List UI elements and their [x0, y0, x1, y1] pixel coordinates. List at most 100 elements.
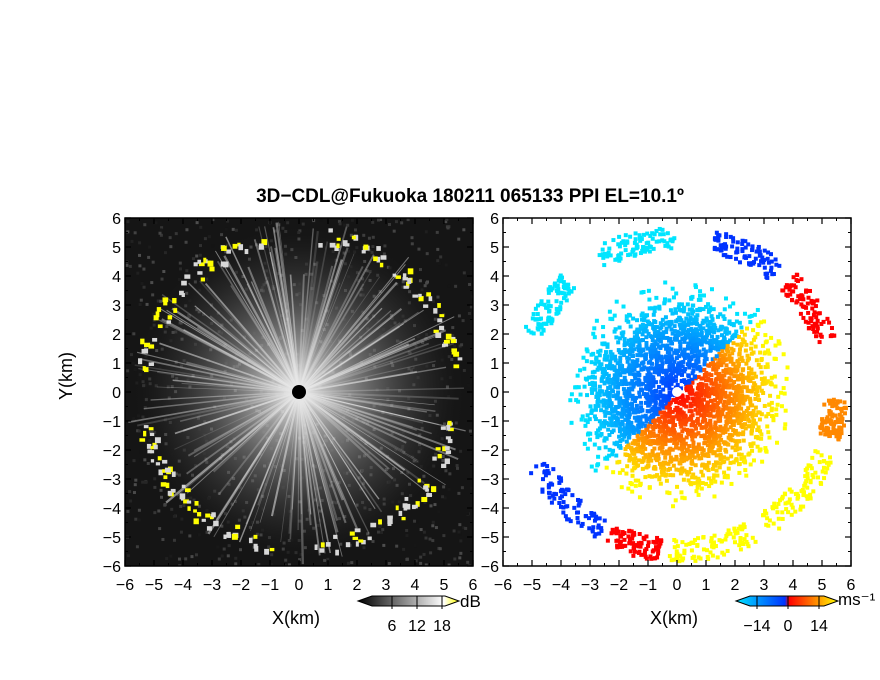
velocity-pixel	[692, 348, 697, 353]
y-tick-label: 5	[112, 240, 121, 257]
velocity-pixel	[626, 368, 631, 373]
velocity-pixel	[688, 337, 693, 342]
velocity-pixel	[587, 526, 592, 531]
noise-pixel	[165, 557, 169, 561]
velocity-pixel	[735, 418, 740, 423]
noise-pixel	[159, 228, 163, 232]
velocity-pixel	[765, 424, 770, 429]
noise-pixel	[470, 289, 473, 293]
velocity-pixel	[749, 430, 754, 435]
velocity-pixel	[628, 456, 633, 461]
velocity-pixel	[821, 459, 826, 464]
velocity-pixel	[667, 491, 672, 496]
echo-ray	[175, 373, 300, 393]
velocity-pixel	[614, 374, 619, 379]
velocity-pixel	[764, 414, 769, 419]
velocity-pixel	[534, 464, 539, 469]
velocity-pixel	[595, 391, 600, 396]
velocity-pixel	[595, 433, 600, 438]
velocity-pixel	[742, 397, 747, 402]
velocity-pixel	[815, 318, 820, 323]
velocity-pixel	[712, 434, 717, 439]
velocity-pixel	[683, 336, 688, 341]
velocity-pixel	[578, 498, 583, 503]
velocity-pixel	[660, 317, 665, 322]
velocity-pixel	[647, 430, 652, 435]
echo-ray	[298, 391, 383, 513]
velocity-pixel	[704, 333, 709, 338]
velocity-pixel	[626, 425, 631, 430]
velocity-pixel	[718, 358, 723, 363]
velocity-pixel	[772, 501, 777, 506]
velocity-pixel	[622, 381, 627, 386]
clutter-pixel	[231, 533, 238, 540]
velocity-pixel	[763, 333, 768, 338]
velocity-pixel	[669, 347, 674, 352]
velocity-pixel	[546, 290, 551, 295]
velocity-pixel	[608, 384, 613, 389]
velocity-pixel	[635, 449, 640, 454]
x-axis-label-left: X(km)	[272, 608, 320, 628]
velocity-pixel	[703, 452, 708, 457]
x-tick-label: −6	[494, 577, 512, 594]
velocity-pixel	[734, 384, 739, 389]
velocity-pixel	[682, 320, 687, 325]
velocity-pixel	[647, 409, 652, 414]
velocity-pixel	[639, 448, 644, 453]
velocity-pixel	[634, 246, 639, 251]
velocity-pixel	[839, 420, 844, 425]
velocity-pixel	[649, 474, 654, 479]
echo-ray	[298, 391, 415, 420]
velocity-pixel	[693, 475, 698, 480]
velocity-pixel	[721, 357, 726, 362]
noise-pixel	[462, 271, 466, 275]
velocity-pixel	[817, 311, 822, 316]
velocity-pixel	[749, 341, 754, 346]
clutter-pixel	[435, 332, 442, 338]
velocity-pixel	[699, 376, 704, 381]
noise-pixel	[172, 514, 176, 518]
velocity-pixel	[618, 373, 623, 378]
velocity-pixel	[736, 432, 741, 437]
velocity-pixel	[569, 420, 574, 425]
velocity-pixel	[696, 476, 701, 481]
velocity-pixel	[747, 366, 752, 371]
velocity-pixel	[624, 400, 629, 405]
velocity-pixel	[601, 255, 606, 260]
velocity-pixel	[831, 425, 836, 430]
echo-ray	[136, 391, 300, 427]
noise-pixel	[138, 264, 142, 268]
velocity-pixel	[695, 419, 700, 424]
velocity-pixel	[653, 320, 658, 325]
y-tick-label: 4	[490, 269, 499, 286]
velocity-pixel	[630, 541, 635, 546]
velocity-pixel	[835, 428, 840, 433]
velocity-pixel	[723, 357, 728, 362]
velocity-pixel	[550, 318, 555, 323]
velocity-pixel	[709, 314, 714, 319]
velocity-pixel	[597, 531, 602, 536]
echo-ray	[158, 319, 300, 393]
velocity-pixel	[704, 370, 709, 375]
velocity-pixel	[608, 411, 613, 416]
velocity-pixel	[750, 448, 755, 453]
clutter-pixel	[387, 518, 393, 525]
velocity-pixel	[747, 424, 752, 429]
echo-ray	[297, 391, 320, 507]
velocity-pixel	[689, 350, 694, 355]
velocity-pixel	[659, 465, 664, 470]
clutter-pixel	[445, 446, 450, 451]
noise-pixel	[468, 282, 472, 286]
velocity-pixel	[635, 358, 640, 363]
velocity-pixel	[613, 415, 618, 420]
velocity-pixel	[757, 263, 762, 268]
velocity-pixel	[660, 376, 665, 381]
echo-ray	[143, 391, 300, 410]
velocity-pixel	[623, 378, 628, 383]
velocity-pixel	[679, 393, 684, 398]
velocity-pixel	[606, 373, 611, 378]
velocity-pixel	[667, 392, 672, 397]
velocity-pixel	[811, 313, 816, 318]
velocity-pixel	[653, 350, 658, 355]
clutter-pixel	[183, 499, 189, 504]
